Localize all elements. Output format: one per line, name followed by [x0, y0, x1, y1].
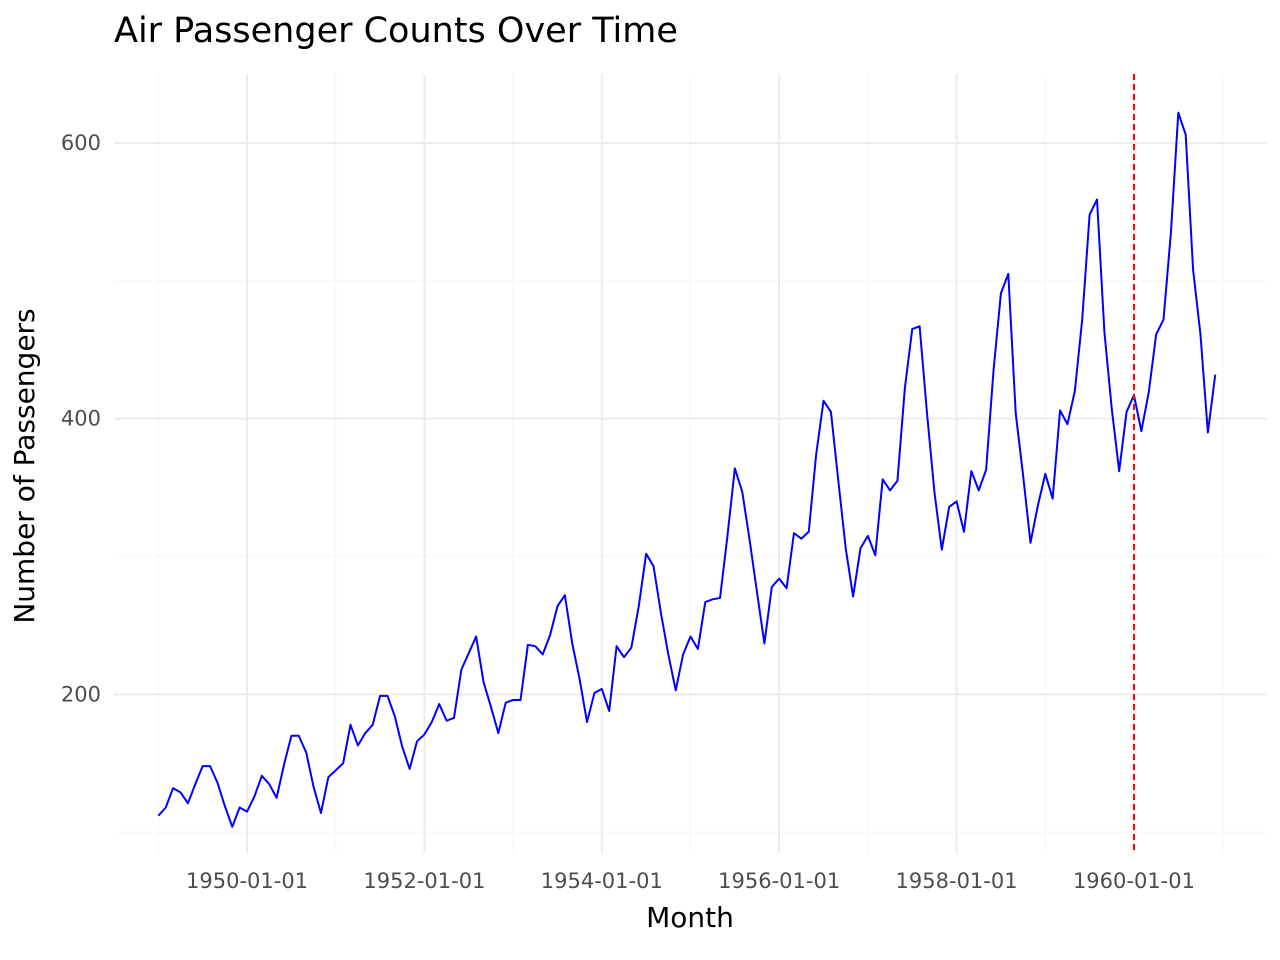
y-tick-label: 400 [61, 407, 101, 431]
x-tick-label: 1950-01-01 [186, 869, 308, 893]
y-tick-label: 200 [61, 682, 101, 706]
chart-title: Air Passenger Counts Over Time [114, 11, 678, 51]
y-axis-title: Number of Passengers [8, 308, 41, 623]
x-tick-label: 1952-01-01 [363, 869, 485, 893]
minor-gridlines [114, 74, 1267, 853]
x-axis-title: Month [646, 901, 734, 934]
x-tick-label: 1956-01-01 [718, 869, 840, 893]
series-layer [157, 111, 1217, 828]
y-tick-label: 600 [61, 131, 101, 155]
x-tick-label: 1954-01-01 [541, 869, 663, 893]
major-gridlines [114, 74, 1267, 853]
series-line [157, 111, 1217, 828]
y-axis-tick-labels: 200 400 600 [61, 131, 101, 707]
x-tick-label: 1960-01-01 [1073, 869, 1195, 893]
x-axis-tick-labels: 1950-01-01 1952-01-01 1954-01-01 1956-01-01… [186, 869, 1195, 893]
x-tick-label: 1958-01-01 [896, 869, 1018, 893]
